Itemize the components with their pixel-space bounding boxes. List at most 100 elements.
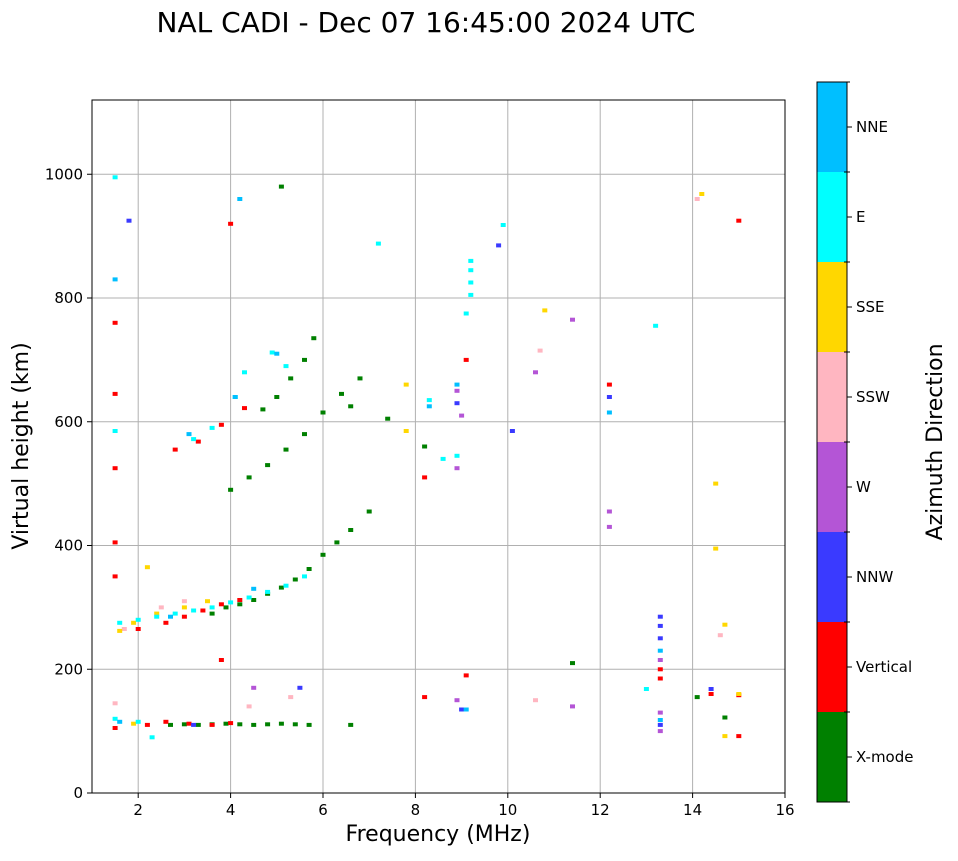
- data-point-e: [283, 364, 289, 369]
- data-point-e: [117, 620, 123, 625]
- data-point-ssw: [121, 627, 127, 631]
- data-point-w: [657, 710, 663, 715]
- data-point-x-mode: [288, 376, 294, 381]
- colorbar-tick-label: Vertical: [856, 658, 912, 676]
- data-point-vertical: [228, 221, 234, 226]
- data-point-sse: [542, 308, 548, 313]
- data-point-x-mode: [570, 661, 575, 666]
- data-point-x-mode: [265, 463, 271, 468]
- data-point-nnw: [657, 614, 663, 619]
- data-point-x-mode: [292, 722, 298, 727]
- data-point-x-mode: [237, 602, 243, 607]
- x-tick-label: 14: [683, 801, 702, 819]
- data-point-sse: [736, 692, 742, 696]
- data-point-w: [459, 413, 465, 418]
- data-point-x-mode: [228, 487, 234, 492]
- data-point-ssw: [537, 348, 543, 353]
- data-point-e: [246, 595, 252, 600]
- data-point-vertical: [112, 574, 118, 579]
- data-point-vertical: [172, 447, 178, 452]
- grid-lines: [92, 100, 786, 794]
- data-point-nnw: [297, 685, 303, 690]
- data-point-vertical: [218, 422, 224, 427]
- data-point-e: [154, 614, 160, 619]
- data-point-w: [454, 466, 460, 471]
- colorbar-tick-label: X-mode: [856, 748, 913, 766]
- colorbar-label: Azimuth Direction: [923, 343, 948, 540]
- data-point-e: [426, 398, 432, 403]
- data-point-nne: [454, 382, 460, 387]
- data-point-vertical: [708, 692, 714, 696]
- x-tick-label: 16: [775, 801, 794, 819]
- data-point-vertical: [112, 726, 118, 730]
- data-point-x-mode: [168, 722, 173, 727]
- data-point-x-mode: [694, 695, 700, 700]
- colorbar-segment-nne: [817, 82, 847, 172]
- data-point-x-mode: [320, 552, 326, 557]
- data-point-e: [500, 223, 506, 227]
- data-point-vertical: [228, 721, 234, 726]
- colorbar-tick-label: SSE: [856, 298, 885, 316]
- data-point-nne: [251, 586, 257, 591]
- data-point-e: [135, 617, 141, 622]
- data-point-w: [454, 698, 460, 703]
- data-point-e: [135, 719, 141, 724]
- data-point-vertical: [422, 475, 428, 480]
- data-point-x-mode: [385, 416, 391, 421]
- data-point-vertical: [736, 734, 742, 739]
- data-point-nnw: [191, 722, 197, 727]
- data-point-vertical: [657, 676, 663, 681]
- x-tick-label: 2: [133, 801, 143, 819]
- colorbar-segment-x-mode: [817, 712, 847, 802]
- data-point-e: [375, 241, 381, 246]
- colorbar-frame: [816, 81, 848, 803]
- data-point-e: [302, 574, 307, 579]
- y-tick-label: 600: [54, 413, 83, 431]
- data-point-x-mode: [320, 410, 326, 415]
- data-point-x-mode: [306, 722, 312, 727]
- y-axis-ticks: 0 200 400 600 800 1000: [45, 165, 92, 802]
- x-tick-label: 4: [226, 801, 236, 819]
- data-point-sse: [722, 734, 728, 739]
- colorbar-tick-label: SSW: [856, 388, 890, 406]
- data-point-vertical: [422, 695, 428, 700]
- data-point-e: [468, 268, 474, 273]
- data-point-x-mode: [302, 432, 307, 437]
- y-tick-label: 200: [54, 660, 83, 678]
- data-point-e: [468, 258, 474, 263]
- data-point-nnw: [126, 218, 132, 223]
- data-point-e: [454, 453, 460, 458]
- data-points: [112, 175, 742, 740]
- data-point-vertical: [606, 382, 612, 387]
- data-point-w: [657, 729, 663, 734]
- data-point-x-mode: [357, 376, 363, 381]
- data-point-x-mode: [237, 722, 243, 727]
- data-point-w: [251, 685, 257, 690]
- x-tick-label: 6: [318, 801, 328, 819]
- data-point-x-mode: [278, 184, 284, 189]
- data-point-e: [112, 175, 118, 180]
- data-point-nne: [112, 277, 118, 282]
- data-point-sse: [713, 546, 719, 551]
- data-point-vertical: [135, 627, 141, 631]
- y-axis-label: Virtual height (km): [9, 342, 34, 549]
- x-tick-label: 12: [591, 801, 610, 819]
- data-point-e: [468, 292, 474, 297]
- data-point-x-mode: [274, 395, 280, 399]
- data-point-sse: [131, 721, 137, 726]
- data-point-w: [533, 370, 538, 375]
- data-point-sse: [154, 611, 160, 616]
- data-point-nnw: [657, 623, 663, 628]
- data-point-vertical: [112, 540, 118, 545]
- colorbar-segment-ssw: [817, 352, 847, 442]
- data-point-nnw: [509, 429, 515, 433]
- data-point-vertical: [181, 614, 187, 619]
- plot-frame: [91, 99, 786, 794]
- plot-background: [92, 100, 785, 793]
- data-point-vertical: [112, 466, 118, 471]
- data-point-e: [112, 429, 118, 433]
- data-point-e: [209, 425, 215, 430]
- data-point-e: [228, 600, 234, 605]
